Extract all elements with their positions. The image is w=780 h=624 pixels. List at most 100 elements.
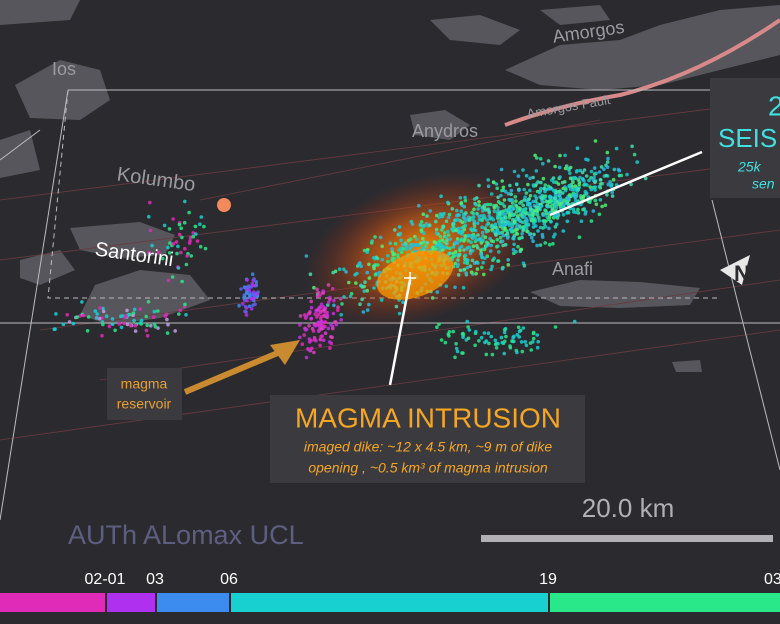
- event-dot: [188, 235, 193, 240]
- event-dot: [521, 168, 525, 172]
- event-dot: [524, 343, 529, 348]
- event-dot: [515, 350, 519, 355]
- event-dot: [430, 296, 435, 300]
- event-dot: [365, 250, 370, 254]
- event-dot: [516, 244, 520, 249]
- event-dot: [360, 285, 365, 289]
- event-dot: [610, 194, 615, 198]
- event-dot: [256, 290, 260, 294]
- event-dot: [599, 182, 603, 186]
- event-dot: [54, 312, 58, 316]
- event-dot: [442, 231, 447, 235]
- event-dot: [362, 289, 367, 294]
- event-dot: [581, 207, 585, 212]
- event-dot: [358, 261, 362, 265]
- event-dot: [516, 325, 521, 330]
- event-dot: [138, 321, 143, 325]
- event-dot: [466, 325, 470, 329]
- event-dot: [594, 202, 599, 207]
- event-dot: [81, 313, 86, 318]
- event-dot: [166, 322, 170, 327]
- event-dot: [463, 198, 468, 203]
- event-dot: [554, 190, 559, 195]
- event-dot: [489, 192, 494, 196]
- event-dot: [543, 194, 548, 198]
- credits: AUTh ALomax UCL: [68, 520, 304, 550]
- event-dot: [543, 208, 547, 212]
- event-dot: [573, 184, 578, 188]
- event-dot: [448, 251, 452, 255]
- event-dot: [482, 272, 486, 277]
- event-dot: [477, 203, 481, 208]
- event-dot: [522, 198, 527, 202]
- event-dot: [589, 187, 594, 192]
- event-dot: [422, 231, 426, 235]
- event-dot: [372, 255, 376, 260]
- event-dot: [184, 262, 189, 267]
- event-dot: [528, 176, 532, 181]
- event-dot: [619, 173, 624, 178]
- event-dot: [539, 186, 543, 191]
- event-dot: [496, 195, 500, 200]
- event-dot: [93, 309, 98, 313]
- event-dot: [144, 328, 149, 333]
- event-dot: [528, 194, 533, 198]
- event-dot: [361, 310, 366, 314]
- event-dot: [461, 225, 466, 229]
- event-dot: [503, 215, 508, 220]
- event-dot: [518, 207, 523, 211]
- event-dot: [499, 193, 503, 198]
- event-dot: [502, 198, 507, 202]
- event-dot: [138, 307, 142, 311]
- event-dot: [388, 241, 393, 245]
- event-dot: [475, 267, 480, 271]
- event-dot: [603, 203, 608, 207]
- event-dot: [581, 194, 586, 199]
- event-dot: [148, 200, 152, 205]
- event-dot: [548, 194, 552, 199]
- event-dot: [183, 199, 187, 204]
- event-dot: [531, 212, 535, 217]
- event-dot: [453, 285, 457, 290]
- event-dot: [393, 241, 398, 246]
- event-dot: [598, 177, 603, 182]
- event-dot: [535, 156, 539, 160]
- event-dot: [365, 308, 370, 312]
- event-dot: [453, 261, 458, 266]
- event-dot: [468, 251, 473, 256]
- event-dot: [442, 240, 447, 244]
- event-dot: [390, 249, 395, 254]
- event-dot: [460, 351, 464, 355]
- event-dot: [390, 247, 394, 251]
- event-dot: [354, 281, 358, 285]
- event-dot: [479, 241, 484, 245]
- event-dot: [566, 201, 570, 206]
- event-dot: [178, 308, 183, 313]
- event-dot: [85, 329, 90, 333]
- event-dot: [319, 302, 324, 307]
- event-dot: [244, 291, 249, 296]
- event-dot: [365, 270, 370, 275]
- event-dot: [598, 198, 603, 202]
- event-dot: [458, 196, 463, 200]
- event-dot: [165, 331, 170, 335]
- event-dot: [455, 208, 459, 213]
- event-dot: [425, 241, 430, 245]
- event-dot: [110, 317, 115, 321]
- event-dot: [419, 220, 424, 224]
- event-dot: [465, 265, 470, 270]
- event-dot: [531, 225, 536, 229]
- event-dot: [484, 352, 489, 357]
- event-dot: [502, 328, 507, 332]
- event-dot: [466, 336, 471, 341]
- event-dot: [133, 323, 138, 328]
- event-dot: [470, 249, 475, 253]
- event-dot: [446, 229, 450, 234]
- event-dot: [175, 251, 179, 256]
- event-dot: [514, 204, 519, 208]
- event-dot: [514, 250, 518, 254]
- event-dot: [524, 174, 529, 178]
- event-dot: [492, 229, 497, 234]
- event-dot: [490, 223, 494, 228]
